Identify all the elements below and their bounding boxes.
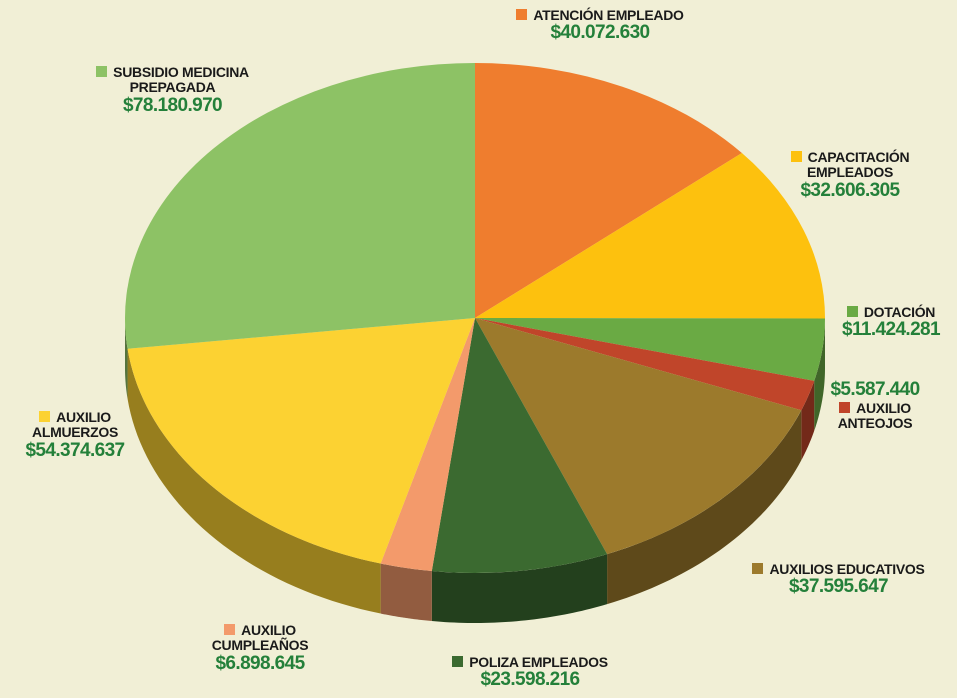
category-text: SUBSIDIO MEDICINA PREPAGADA [113,64,249,95]
legend-swatch [96,66,107,77]
value-label: $5.587.440 [805,380,945,401]
value-label: $78.180.970 [55,96,290,117]
category-label: ATENCIÓN EMPLEADO [480,8,720,23]
legend-swatch [791,151,802,162]
value-label: $37.595.647 [720,577,957,598]
value-label: $32.606.305 [760,181,940,202]
category-label: POLIZA EMPLEADOS [410,655,650,670]
value-label: $40.072.630 [480,23,720,44]
category-text: CAPACITACIÓN EMPLEADOS [807,149,909,180]
value-label: $6.898.645 [190,654,330,675]
legend-swatch [516,9,527,20]
legend-swatch [839,402,850,413]
value-label: $23.598.216 [410,670,650,691]
slice-label: AUXILIOS EDUCATIVOS$37.595.647 [720,562,957,598]
slice-label: ATENCIÓN EMPLEADO$40.072.630 [480,8,720,44]
slice-label: DOTACIÓN$11.424.281 [825,305,957,341]
category-text: ATENCIÓN EMPLEADO [533,7,683,23]
category-text: POLIZA EMPLEADOS [469,654,608,670]
legend-swatch [452,656,463,667]
legend-swatch [224,624,235,635]
slice-label: CAPACITACIÓN EMPLEADOS$32.606.305 [760,150,940,202]
category-label: AUXILIO CUMPLEAÑOS [190,623,330,654]
legend-swatch [39,411,50,422]
category-text: DOTACIÓN [864,304,935,320]
legend-swatch [847,306,858,317]
slice-side [381,564,432,621]
slice-label: AUXILIO ALMUERZOS$54.374.637 [0,410,150,462]
legend-swatch [752,563,763,574]
slice-label: POLIZA EMPLEADOS$23.598.216 [410,655,650,691]
category-label: CAPACITACIÓN EMPLEADOS [760,150,940,181]
category-label: AUXILIO ALMUERZOS [0,410,150,441]
category-text: AUXILIOS EDUCATIVOS [769,561,924,577]
category-label: AUXILIOS EDUCATIVOS [720,562,957,577]
value-label: $54.374.637 [0,441,150,462]
slice-label: SUBSIDIO MEDICINA PREPAGADA$78.180.970 [55,65,290,117]
slice-label: AUXILIO CUMPLEAÑOS$6.898.645 [190,623,330,675]
category-label: DOTACIÓN [825,305,957,320]
category-label: SUBSIDIO MEDICINA PREPAGADA [55,65,290,96]
page: ATENCIÓN EMPLEADO$40.072.630 CAPACITACIÓN… [0,0,957,698]
category-label: AUXILIO ANTEOJOS [805,401,945,432]
value-label: $11.424.281 [825,320,957,341]
